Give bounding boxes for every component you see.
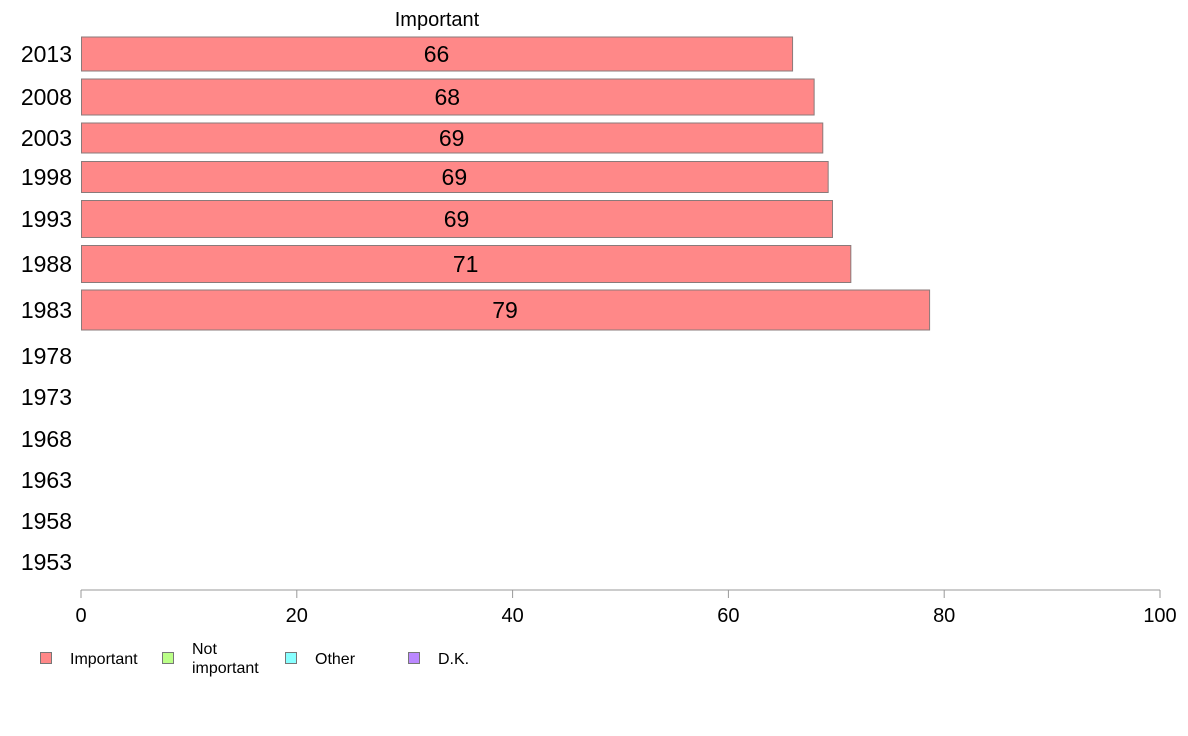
bar-value-label: 69 bbox=[439, 125, 465, 151]
category-label: 1983 bbox=[21, 297, 72, 323]
category-label: 1973 bbox=[21, 384, 72, 410]
category-label: 1958 bbox=[21, 508, 72, 534]
category-label: 2013 bbox=[21, 41, 72, 67]
legend-label-important: Important bbox=[70, 651, 138, 668]
legend-label-not-important: Not important bbox=[192, 641, 259, 677]
legend-swatch-important bbox=[40, 652, 52, 664]
bar-value-label: 69 bbox=[442, 164, 468, 190]
category-label: 2003 bbox=[21, 125, 72, 151]
category-label: 1968 bbox=[21, 426, 72, 452]
bar bbox=[81, 289, 931, 331]
x-tick-label: 80 bbox=[933, 605, 955, 627]
category-label: 1978 bbox=[21, 343, 72, 369]
x-axis: 0 20 40 60 80 100 bbox=[75, 589, 1177, 627]
bar-value-label: 69 bbox=[444, 206, 470, 232]
legend-label-other: Other bbox=[315, 651, 356, 668]
bar-labels-group: 66 68 69 69 69 71 79 bbox=[424, 41, 518, 323]
series-title: Important bbox=[395, 9, 480, 31]
category-label: 1953 bbox=[21, 549, 72, 575]
legend-swatch-other bbox=[285, 652, 297, 664]
bar bbox=[81, 78, 815, 116]
bar bbox=[81, 200, 833, 238]
category-label: 1988 bbox=[21, 251, 72, 277]
x-tick-label: 40 bbox=[501, 605, 523, 627]
bar bbox=[81, 161, 829, 193]
x-tick-label: 100 bbox=[1143, 605, 1176, 627]
bar bbox=[81, 245, 852, 283]
bar bbox=[81, 36, 794, 72]
x-tick-label: 0 bbox=[75, 605, 86, 627]
category-label: 2008 bbox=[21, 84, 72, 110]
bar bbox=[81, 122, 824, 154]
category-labels-group: 2013 2008 2003 1998 1993 1988 1983 1978 1973 1968… bbox=[21, 41, 72, 575]
legend-label-dk: D.K. bbox=[438, 651, 470, 668]
category-label: 1993 bbox=[21, 206, 72, 232]
legend: Important Not important Other D.K. bbox=[0, 640, 1188, 690]
x-tick-label: 20 bbox=[286, 605, 308, 627]
bar-value-label: 66 bbox=[424, 41, 450, 67]
legend-swatch-dk bbox=[408, 652, 420, 664]
x-tick-label: 60 bbox=[717, 605, 739, 627]
category-label: 1963 bbox=[21, 467, 72, 493]
legend-swatch-not-important bbox=[162, 652, 174, 664]
bar-value-label: 71 bbox=[453, 251, 479, 277]
bar-value-label: 68 bbox=[435, 84, 461, 110]
bar-value-label: 79 bbox=[492, 297, 518, 323]
category-label: 1998 bbox=[21, 164, 72, 190]
bars-group bbox=[81, 36, 931, 331]
